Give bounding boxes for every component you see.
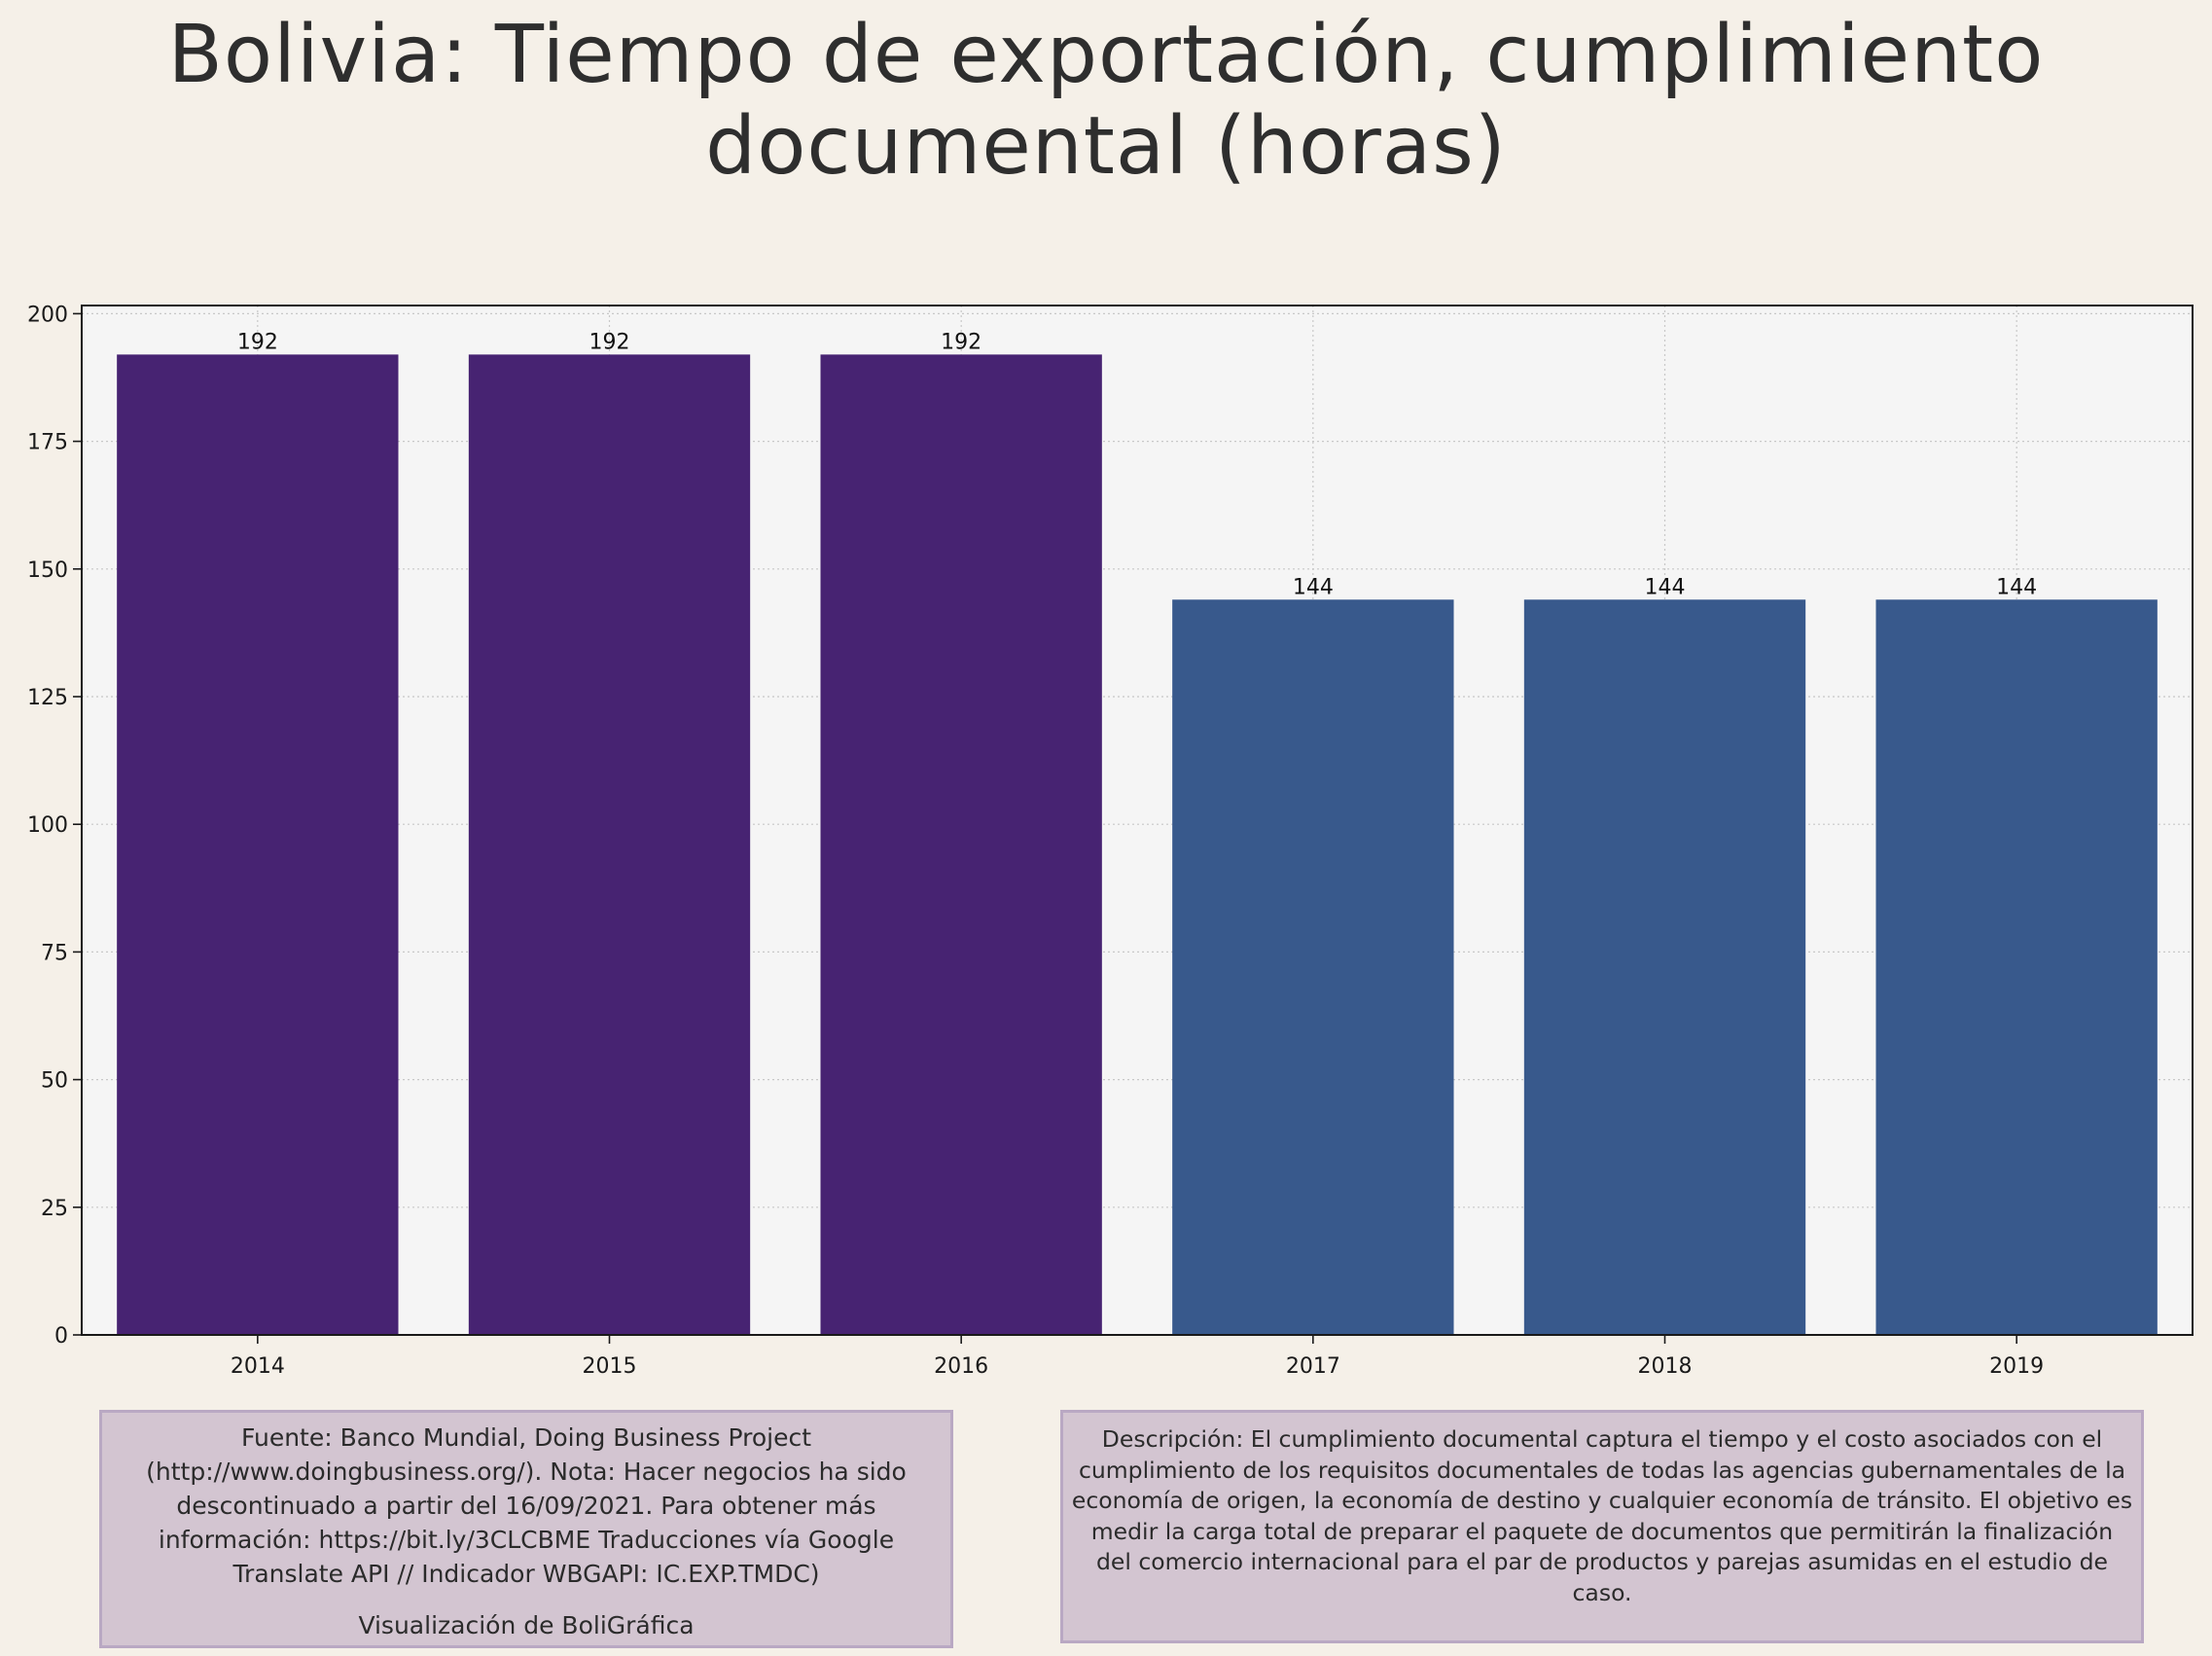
bar-2015	[468, 354, 751, 1335]
description-note-text: Descripción: El cumplimiento documental …	[1071, 1425, 2133, 1606]
description-note-box: Descripción: El cumplimiento documental …	[1060, 1410, 2144, 1643]
chart-title-line-2: documental (horas)	[705, 100, 1507, 193]
plot-area-frame	[81, 305, 2194, 1336]
data-label-2014: 192	[237, 330, 278, 354]
bar-2014	[117, 354, 399, 1335]
bar-2016	[820, 354, 1102, 1335]
data-labels: 192 192 192 144 144 144	[237, 330, 2037, 599]
data-label-2015: 192	[589, 330, 630, 354]
bar-2017	[1172, 599, 1454, 1335]
x-tick-label-2014: 2014	[231, 1354, 285, 1379]
data-label-2017: 144	[1293, 575, 1334, 599]
bar-2018	[1523, 599, 1806, 1335]
y-tick-label: 150	[27, 558, 68, 583]
x-tick-label-2019: 2019	[1989, 1354, 2044, 1379]
y-tick-label: 0	[54, 1324, 68, 1349]
chart-title-line-1: Bolivia: Tiempo de exportación, cumplimi…	[167, 9, 2045, 101]
data-label-2016: 192	[941, 330, 981, 354]
x-axis: 2014 2015 2016 2017 2018 2019	[231, 1335, 2044, 1379]
bars	[117, 354, 2158, 1335]
y-tick-label: 175	[27, 431, 68, 455]
y-tick-label: 100	[27, 813, 68, 838]
x-tick-label-2018: 2018	[1638, 1354, 1693, 1379]
y-tick-label: 125	[27, 686, 68, 710]
y-tick-label: 25	[41, 1197, 68, 1221]
visualization-credit: Visualización de BoliGráfica	[358, 1611, 695, 1639]
y-tick-label: 200	[27, 303, 68, 327]
chart-title: Bolivia: Tiempo de exportación, cumplimi…	[0, 10, 2212, 193]
data-label-2018: 144	[1645, 575, 1686, 599]
bar-2019	[1875, 599, 2158, 1335]
y-tick-label: 75	[41, 941, 68, 965]
source-note-text: Fuente: Banco Mundial, Doing Business Pr…	[146, 1423, 907, 1588]
plot-area-background	[82, 306, 2193, 1335]
data-label-2019: 144	[1996, 575, 2037, 599]
x-tick-label-2015: 2015	[583, 1354, 637, 1379]
y-axis: 0 25 50 75 100 125 150 175 200	[27, 303, 82, 1349]
y-tick-label: 50	[41, 1069, 68, 1094]
x-tick-label-2017: 2017	[1286, 1354, 1340, 1379]
source-note-box: Fuente: Banco Mundial, Doing Business Pr…	[99, 1410, 953, 1648]
x-tick-label-2016: 2016	[934, 1354, 988, 1379]
